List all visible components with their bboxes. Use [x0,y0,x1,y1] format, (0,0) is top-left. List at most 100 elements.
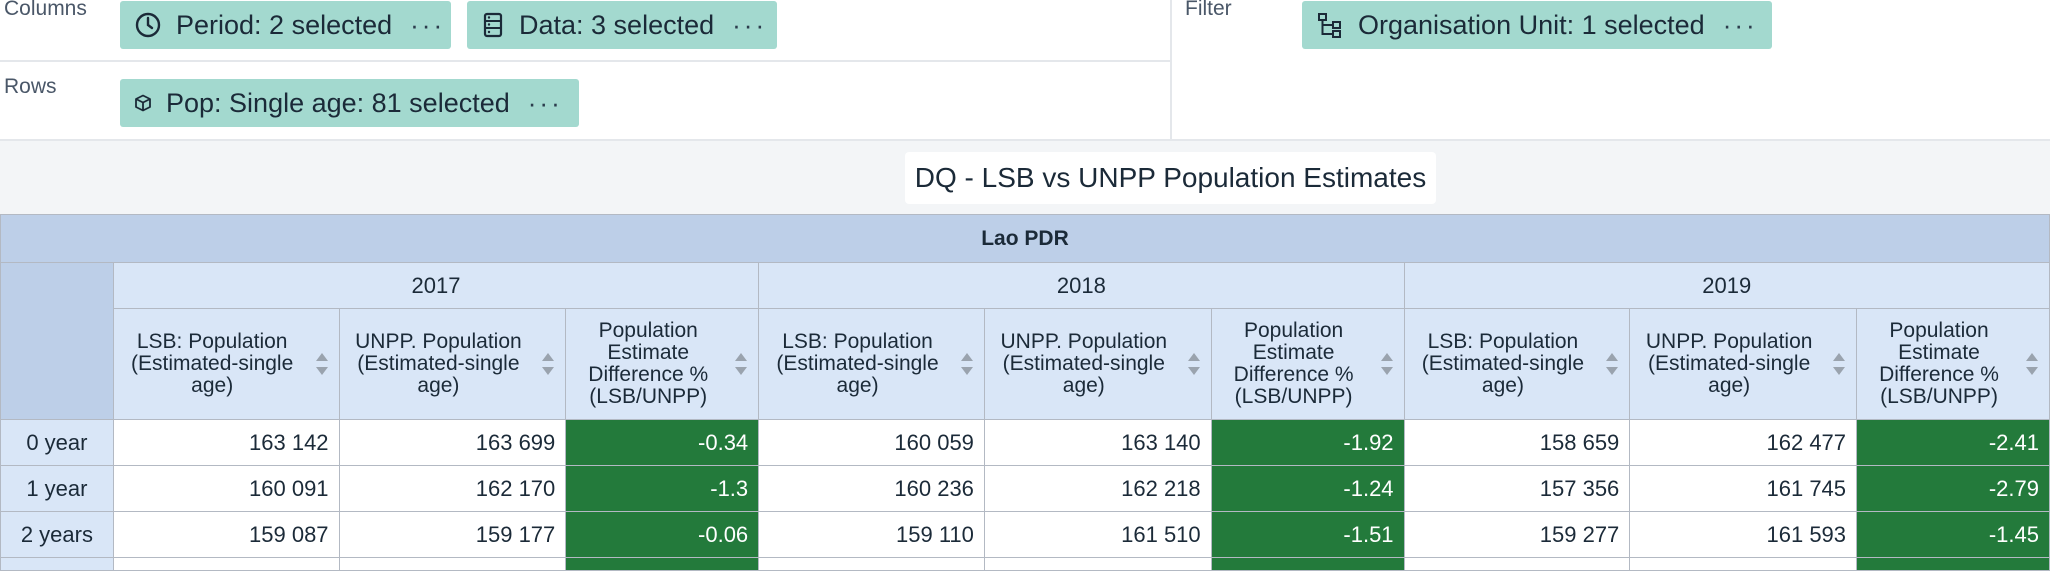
visualization-title: DQ - LSB vs UNPP Population Estimates [905,152,1436,204]
column-header-label: LSB: Population (Estimated-single age) [776,330,939,397]
year-header: 2017 [112,262,760,309]
org-unit-chip-label: Organisation Unit: 1 selected [1358,9,1705,40]
value-cell[interactable] [983,557,1212,571]
difference-cell[interactable]: -0.34 [565,419,760,466]
column-header[interactable]: UNPP. Population (Estimated-single age) [338,308,567,420]
period-dimension-chip[interactable]: Period: 2 selected ··· [120,1,451,49]
sort-icon[interactable] [1832,351,1846,377]
cube-icon [134,88,152,118]
value-cell[interactable]: 159 177 [338,511,567,558]
value-cell[interactable]: 157 356 [1403,465,1631,512]
value-cell[interactable]: 158 659 [1403,419,1631,466]
value-cell[interactable]: 161 745 [1629,465,1858,512]
sort-icon[interactable] [1187,351,1201,377]
pop-dimension-chip[interactable]: Pop: Single age: 81 selected ··· [120,79,579,127]
difference-cell[interactable]: -1.45 [1856,511,2050,558]
data-dimension-chip[interactable]: Data: 3 selected ··· [467,1,777,49]
column-header-label: Population Estimate Difference % (LSB/UN… [1879,319,1999,408]
sort-icon[interactable] [734,351,748,377]
column-header[interactable]: UNPP. Population (Estimated-single age) [1629,308,1858,420]
column-header-label: UNPP. Population (Estimated-single age) [355,330,522,397]
value-cell[interactable]: 159 277 [1403,511,1631,558]
column-header-label: UNPP. Population (Estimated-single age) [1645,330,1813,397]
org-unit-header: Lao PDR [0,214,2050,263]
more-options-icon[interactable]: ··· [1722,9,1758,40]
table-row: 2 years 159 087 159 177 -0.06 159 110 161 510… [0,511,2050,558]
org-unit-dimension-chip[interactable]: Organisation Unit: 1 selected ··· [1302,1,1772,49]
column-header-label: Population Estimate Difference % (LSB/UN… [1233,319,1354,408]
difference-cell[interactable]: -2.41 [1856,419,2050,466]
row-header: 0 year [0,419,114,466]
sort-icon[interactable] [1380,351,1394,377]
difference-cell[interactable] [565,557,760,571]
row-header [0,557,114,571]
row-header: 2 years [0,511,114,558]
sort-icon[interactable] [960,351,974,377]
pivot-table: Lao PDR 2017 2018 2019 LSB: Population (… [0,214,2050,571]
column-header[interactable]: Population Estimate Difference % (LSB/UN… [1210,308,1405,420]
divider [1170,0,1172,140]
more-options-icon[interactable]: ··· [732,9,768,40]
value-cell[interactable]: 160 236 [758,465,985,512]
database-icon [481,10,505,40]
value-cell[interactable]: 163 142 [112,419,340,466]
column-header[interactable]: LSB: Population (Estimated-single age) [1403,308,1631,420]
corner-cell [0,262,114,420]
difference-cell[interactable]: -1.51 [1210,511,1405,558]
value-cell[interactable]: 162 170 [338,465,567,512]
value-cell[interactable]: 160 059 [758,419,985,466]
column-header[interactable]: LSB: Population (Estimated-single age) [112,308,340,420]
year-header: 2019 [1403,262,2050,309]
table-row: 1 year 160 091 162 170 -1.3 160 236 162 218 -1… [0,465,2050,512]
pop-chip-label: Pop: Single age: 81 selected [166,87,510,118]
value-cell[interactable]: 162 477 [1629,419,1858,466]
value-cell[interactable] [1403,557,1631,571]
layout-panel: Columns Rows Filter Period: 2 selected ·… [0,0,2050,141]
hierarchy-icon [1316,10,1344,40]
value-cell[interactable] [1629,557,1858,571]
value-cell[interactable] [338,557,567,571]
column-header[interactable]: LSB: Population (Estimated-single age) [758,308,985,420]
more-options-icon[interactable]: ··· [410,9,446,40]
difference-cell[interactable]: -1.24 [1210,465,1405,512]
value-cell[interactable]: 163 699 [338,419,567,466]
column-header-label: LSB: Population (Estimated-single age) [1421,330,1585,397]
columns-axis-label: Columns [4,0,87,20]
difference-cell[interactable] [1856,557,2050,571]
value-cell[interactable]: 163 140 [983,419,1212,466]
column-header-label: LSB: Population (Estimated-single age) [131,330,294,397]
more-options-icon[interactable]: ··· [527,87,563,118]
column-header[interactable]: Population Estimate Difference % (LSB/UN… [565,308,760,420]
sort-icon[interactable] [315,351,329,377]
column-header[interactable]: Population Estimate Difference % (LSB/UN… [1856,308,2050,420]
difference-cell[interactable]: -2.79 [1856,465,2050,512]
value-cell[interactable]: 160 091 [112,465,340,512]
filter-axis-label: Filter [1185,0,1232,20]
sort-icon[interactable] [541,351,555,377]
difference-cell[interactable]: -1.92 [1210,419,1405,466]
value-cell[interactable]: 159 087 [112,511,340,558]
difference-cell[interactable]: -0.06 [565,511,760,558]
column-header[interactable]: UNPP. Population (Estimated-single age) [983,308,1212,420]
table-row: 0 year 163 142 163 699 -0.34 160 059 163 140-… [0,419,2050,466]
divider [0,60,1170,62]
data-chip-label: Data: 3 selected [519,9,715,40]
difference-cell[interactable]: -1.3 [565,465,760,512]
value-cell[interactable] [112,557,340,571]
value-cell[interactable] [758,557,985,571]
rows-axis-label: Rows [4,75,57,98]
column-header-label: UNPP. Population (Estimated-single age) [1000,330,1168,397]
value-cell[interactable]: 159 110 [758,511,985,558]
divider [0,139,2050,141]
sort-icon[interactable] [1605,351,1619,377]
difference-cell[interactable] [1210,557,1405,571]
value-cell[interactable]: 162 218 [983,465,1212,512]
period-chip-label: Period: 2 selected [176,9,393,40]
year-header: 2018 [758,262,1405,309]
value-cell[interactable]: 161 593 [1629,511,1858,558]
value-cell[interactable]: 161 510 [983,511,1212,558]
sort-icon[interactable] [2025,351,2039,377]
column-header-label: Population Estimate Difference % (LSB/UN… [588,319,709,408]
table-row [0,557,2050,571]
row-header: 1 year [0,465,114,512]
